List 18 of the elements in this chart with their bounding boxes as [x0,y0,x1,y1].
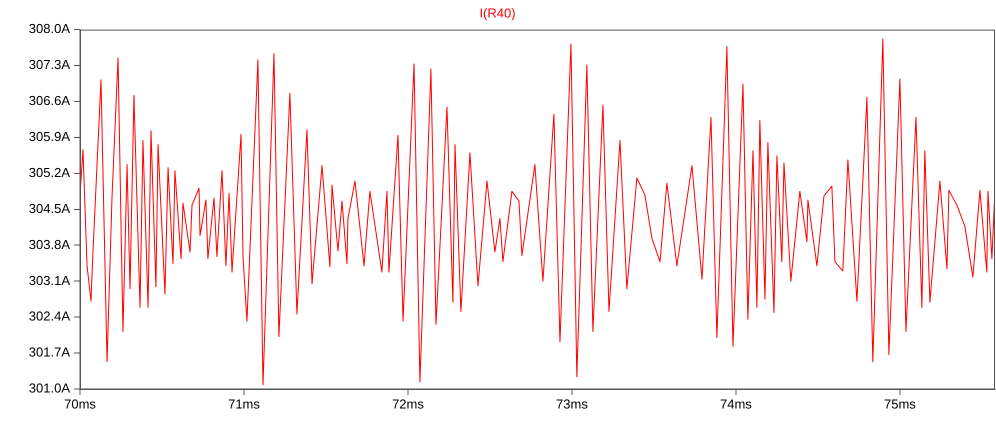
x-tick-label: 73ms [556,396,588,412]
x-tick-label: 74ms [720,396,752,412]
y-tick-label: 301.7A [28,344,70,360]
x-tick-label: 70ms [64,396,96,412]
y-tick-label: 303.1A [28,272,70,288]
y-tick-label: 308.0A [28,21,70,36]
y-tick-label: 304.5A [28,200,70,216]
x-tick-label: 75ms [884,396,916,412]
y-tick-label: 301.0A [28,380,70,396]
y-tick-label: 305.9A [28,129,70,144]
y-tick-label: 305.2A [28,164,70,180]
chart-title: I(R40) [479,5,516,20]
x-tick-label: 71ms [228,396,260,412]
y-tick-label: 303.8A [28,236,70,252]
y-tick-label: 306.6A [28,93,70,108]
x-tick-label: 72ms [392,396,424,412]
y-tick-label: 302.4A [28,308,70,324]
y-tick-label: 307.3A [28,57,70,72]
